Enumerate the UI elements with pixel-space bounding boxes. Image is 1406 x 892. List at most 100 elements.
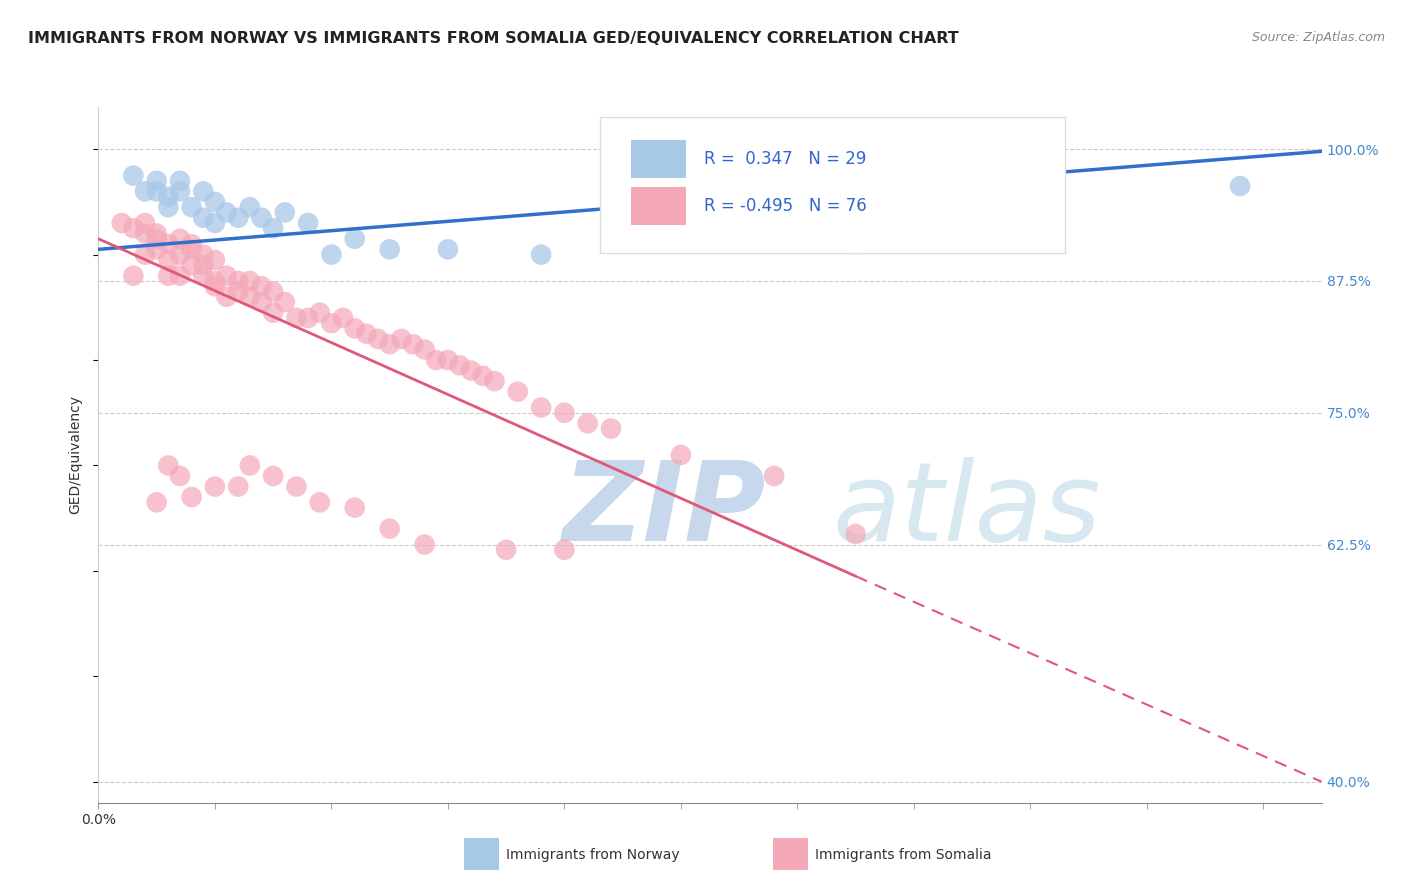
Text: IMMIGRANTS FROM NORWAY VS IMMIGRANTS FROM SOMALIA GED/EQUIVALENCY CORRELATION CH: IMMIGRANTS FROM NORWAY VS IMMIGRANTS FRO… bbox=[28, 31, 959, 46]
Text: Immigrants from Norway: Immigrants from Norway bbox=[506, 847, 679, 862]
Point bbox=[530, 401, 553, 415]
Point bbox=[1229, 179, 1251, 194]
Point bbox=[145, 227, 167, 241]
Point bbox=[378, 337, 401, 351]
Point bbox=[169, 232, 191, 246]
Point bbox=[157, 237, 180, 252]
Point bbox=[157, 268, 180, 283]
Point bbox=[239, 200, 262, 214]
Point bbox=[122, 169, 145, 183]
Point bbox=[495, 542, 517, 557]
Text: ZIP: ZIP bbox=[564, 457, 766, 564]
Point bbox=[134, 247, 156, 261]
Text: R =  0.347   N = 29: R = 0.347 N = 29 bbox=[704, 150, 866, 168]
Point bbox=[122, 268, 145, 283]
FancyBboxPatch shape bbox=[600, 118, 1064, 253]
Point bbox=[262, 221, 284, 235]
Point bbox=[378, 243, 401, 257]
Point bbox=[239, 290, 262, 304]
Y-axis label: GED/Equivalency: GED/Equivalency bbox=[69, 395, 83, 515]
Point bbox=[343, 500, 366, 515]
Point bbox=[122, 221, 145, 235]
Point bbox=[204, 252, 226, 267]
Point bbox=[553, 542, 575, 557]
Point bbox=[321, 247, 343, 261]
Point bbox=[262, 469, 284, 483]
Point bbox=[193, 247, 215, 261]
Point bbox=[193, 211, 215, 225]
Text: Source: ZipAtlas.com: Source: ZipAtlas.com bbox=[1251, 31, 1385, 45]
Point bbox=[157, 189, 180, 203]
Point bbox=[367, 332, 389, 346]
Point bbox=[506, 384, 529, 399]
Point bbox=[413, 343, 436, 357]
Point bbox=[145, 185, 167, 199]
Point bbox=[193, 268, 215, 283]
Point bbox=[332, 310, 354, 325]
Point bbox=[763, 469, 786, 483]
Point bbox=[845, 237, 868, 252]
Point bbox=[600, 421, 623, 435]
Point bbox=[1019, 205, 1042, 219]
Point bbox=[321, 316, 343, 330]
Point bbox=[180, 237, 202, 252]
Text: Immigrants from Somalia: Immigrants from Somalia bbox=[815, 847, 993, 862]
Point bbox=[378, 522, 401, 536]
Point bbox=[297, 310, 319, 325]
Point bbox=[169, 469, 191, 483]
Point bbox=[297, 216, 319, 230]
Point bbox=[111, 216, 134, 230]
Point bbox=[226, 211, 249, 225]
Point bbox=[274, 205, 297, 219]
Point bbox=[356, 326, 378, 341]
Point bbox=[553, 406, 575, 420]
FancyBboxPatch shape bbox=[630, 187, 686, 226]
Point bbox=[308, 305, 330, 319]
Point bbox=[134, 216, 156, 230]
Point bbox=[669, 448, 692, 462]
Point bbox=[204, 274, 226, 288]
Point bbox=[204, 479, 226, 493]
Point bbox=[484, 374, 506, 388]
Point bbox=[845, 527, 868, 541]
Point bbox=[239, 274, 262, 288]
Point bbox=[343, 232, 366, 246]
Point bbox=[145, 232, 167, 246]
Point bbox=[250, 211, 273, 225]
Point bbox=[169, 247, 191, 261]
Point bbox=[180, 200, 202, 214]
Point bbox=[215, 205, 238, 219]
Point bbox=[193, 185, 215, 199]
Point bbox=[530, 247, 553, 261]
Point bbox=[157, 252, 180, 267]
Point bbox=[437, 353, 460, 368]
Text: atlas: atlas bbox=[832, 457, 1101, 564]
Point bbox=[576, 417, 599, 431]
FancyBboxPatch shape bbox=[630, 140, 686, 178]
Point bbox=[471, 368, 494, 383]
Point bbox=[145, 243, 167, 257]
Point bbox=[180, 258, 202, 272]
Point bbox=[145, 174, 167, 188]
Point bbox=[413, 537, 436, 551]
Point bbox=[262, 305, 284, 319]
Point bbox=[145, 495, 167, 509]
Point bbox=[204, 216, 226, 230]
Point bbox=[262, 285, 284, 299]
Point bbox=[250, 279, 273, 293]
Point bbox=[169, 185, 191, 199]
Point bbox=[425, 353, 447, 368]
Point bbox=[134, 227, 156, 241]
Point bbox=[157, 200, 180, 214]
Point bbox=[204, 194, 226, 209]
Point bbox=[449, 359, 471, 373]
Point bbox=[180, 243, 202, 257]
Point bbox=[285, 479, 308, 493]
Point bbox=[460, 363, 482, 377]
Point bbox=[215, 268, 238, 283]
Point bbox=[402, 337, 425, 351]
Point bbox=[134, 185, 156, 199]
Point bbox=[169, 174, 191, 188]
Point bbox=[226, 479, 249, 493]
Point bbox=[437, 243, 460, 257]
